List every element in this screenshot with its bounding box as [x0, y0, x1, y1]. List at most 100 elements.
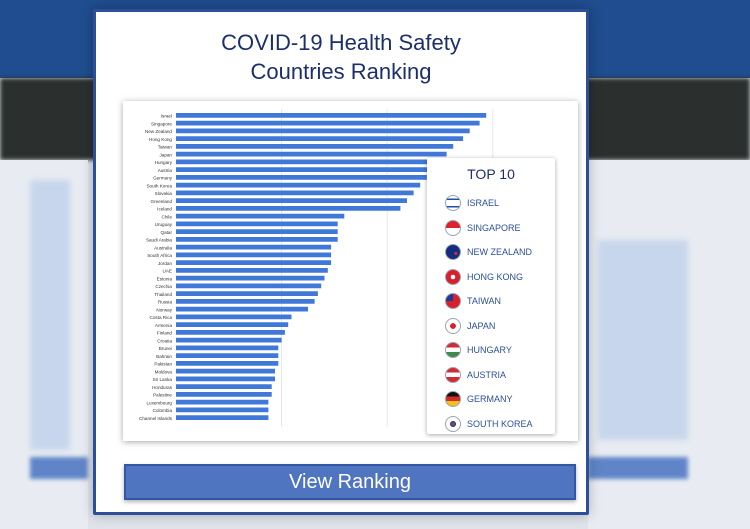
category-label: Taiwan [158, 145, 173, 150]
category-label: Sri Lanka [153, 377, 173, 382]
bar-south-africa [176, 252, 332, 258]
top10-item: HUNGARY [427, 339, 555, 364]
hungary-flag-icon [445, 342, 461, 358]
taiwan-flag-icon [445, 293, 461, 309]
top10-title: TOP 10 [467, 166, 515, 182]
bar-croatia [176, 337, 282, 343]
bar-pakistan [176, 361, 279, 366]
background-ghost-button [30, 457, 88, 479]
bar-new-zealand [176, 128, 470, 134]
category-label: Uruguay [155, 222, 173, 227]
category-label: Moldova [155, 369, 173, 374]
category-label: Hong Kong [149, 137, 172, 142]
bar-uae [176, 268, 328, 273]
background-ghost-button [588, 457, 688, 479]
top10-label: SOUTH KOREA [467, 418, 533, 429]
view-ranking-button[interactable]: View Ranking [124, 464, 576, 500]
bar-moldova [176, 368, 275, 374]
background-ghost-chart [598, 240, 688, 440]
bar-bahrain [176, 353, 279, 358]
top10-label: HUNGARY [467, 345, 512, 355]
category-label: Slovakia [155, 191, 173, 196]
category-label: Channel Islands [139, 416, 173, 421]
bar-japan [176, 151, 447, 157]
card-title-line-2: Countries Ranking [250, 59, 432, 84]
category-label: Japan [159, 152, 172, 157]
bar-chart-svg: Israel Singapore New Zealand Hong Kong Taiwa… [139, 109, 494, 427]
top10-item: SINGAPORE [427, 217, 555, 242]
bar-hong-kong [176, 136, 464, 141]
top10-legend: TOP 10 ISRAEL SINGAPORE NEW ZEALAND HONG KO… [427, 158, 555, 434]
top10-label: NEW ZEALAND [467, 247, 533, 257]
top10-item: HONG KONG [427, 266, 555, 291]
bar-south-korea [176, 182, 421, 188]
japan-flag-icon [445, 317, 461, 334]
category-label: South Africa [147, 253, 172, 258]
top10-item: TAIWAN [427, 290, 555, 315]
category-label: Qatar [161, 230, 173, 235]
category-label: Palestine [153, 393, 172, 398]
category-label: Bahrain [156, 354, 172, 359]
bar-hungary [176, 159, 437, 165]
category-label: Iceland [157, 207, 172, 212]
category-label: Czechia [155, 284, 172, 289]
bar-palestine [176, 392, 272, 397]
bar-colombia [176, 407, 269, 413]
category-label: Armenia [155, 323, 173, 328]
category-label: Greenland [151, 199, 173, 204]
israel-flag-icon [445, 195, 461, 211]
category-label: Colombia [153, 408, 173, 413]
category-label: Honduras [152, 385, 173, 390]
hong-kong-flag-icon [445, 268, 461, 285]
category-label: Finland [157, 331, 173, 336]
ranking-card: COVID-19 Health Safety Countries Ranking… [93, 9, 589, 515]
top10-label: ISRAEL [467, 198, 500, 208]
bar-luxembourg [176, 399, 269, 405]
bar-germany [176, 175, 427, 180]
bar-russia [176, 299, 315, 304]
bar-saudi-arabia [176, 237, 338, 242]
bar-costa-rica [176, 314, 292, 320]
bar-taiwan [176, 144, 454, 149]
new-zealand-flag-icon [445, 244, 461, 260]
category-label: Croatia [157, 338, 172, 343]
category-label: South Korea [146, 183, 172, 188]
top10-label: AUSTRIA [467, 369, 507, 380]
category-label: Germany [153, 176, 173, 181]
bar-channel-islands [176, 415, 269, 420]
bar-czechia [176, 283, 322, 289]
category-label: Brunei [159, 346, 172, 351]
bar-australia [176, 244, 332, 250]
top10-label: GERMANY [467, 394, 513, 404]
top10-item: NEW ZEALAND [427, 241, 555, 266]
top10-item: SOUTH KOREA [427, 413, 555, 438]
category-label: Russia [158, 300, 172, 305]
bar-finland [176, 330, 285, 335]
category-label: Estonia [157, 276, 173, 281]
germany-flag-icon [445, 391, 461, 407]
category-label: Thailand [154, 292, 172, 297]
top10-label: HONG KONG [467, 271, 524, 282]
bar-brunei [176, 345, 279, 351]
category-label: Austria [158, 168, 173, 173]
background-ghost-chart [30, 180, 70, 450]
background-left-panel [0, 160, 88, 529]
top10-item: GERMANY [427, 388, 555, 413]
category-label: Jordan [158, 261, 172, 266]
bar-thailand [176, 291, 318, 296]
top10-label: JAPAN [467, 320, 496, 331]
background-right-panel [588, 160, 750, 529]
bar-iceland [176, 206, 401, 211]
bar-israel [176, 113, 487, 118]
category-label: New Zealand [145, 129, 173, 134]
category-label: Saudi Arabia [146, 238, 172, 243]
bar-chile [176, 213, 345, 219]
top10-label: SINGAPORE [467, 222, 521, 233]
category-label: Pakistan [154, 362, 172, 367]
bar-austria [176, 167, 434, 172]
bar-greenland [176, 198, 407, 203]
category-label: UAE [163, 269, 172, 274]
bar-uruguay [176, 221, 338, 227]
category-label: Chile [162, 214, 173, 219]
top10-item: ISRAEL [427, 192, 555, 217]
